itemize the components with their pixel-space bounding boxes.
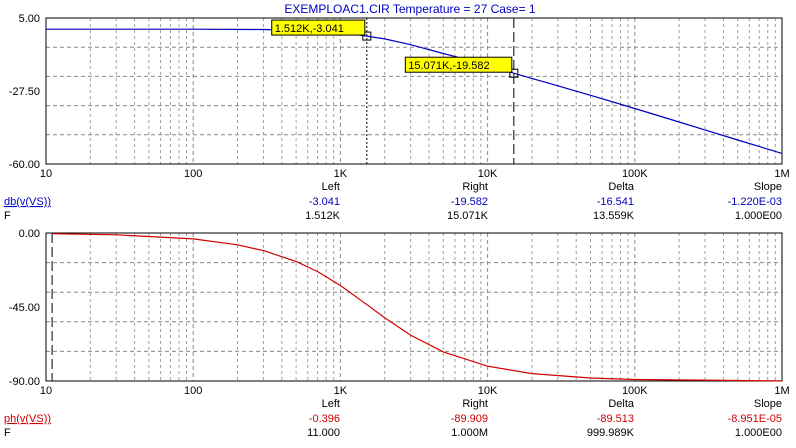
x-tick-label: 100: [184, 385, 202, 397]
x-tick-label: 1K: [334, 168, 348, 180]
readout-value: -89.513: [597, 413, 634, 425]
readout-value: 1.512K: [305, 210, 341, 222]
phase-readout: Left Right Delta Slope ph(v(VS)) -0.396 -89.90…: [4, 398, 782, 439]
readout-header: Left: [322, 398, 340, 410]
readout-frequency-label: F: [4, 427, 11, 439]
y-tick-label: 5.00: [19, 13, 40, 25]
phase-plot[interactable]: 10 100 1K 10K 100K 1M 0.00 -45.00 -90.00: [9, 228, 790, 397]
y-tick-label: -60.00: [9, 159, 40, 171]
readout-value: 1.000E00: [735, 427, 782, 439]
y-tick-label: -27.50: [9, 86, 40, 98]
x-tick-label: 10: [40, 385, 52, 397]
x-tick-label: 1M: [774, 385, 789, 397]
readout-header: Right: [462, 398, 488, 410]
readout-value: -16.541: [597, 196, 634, 208]
cursor-marker: [362, 31, 372, 41]
x-tick-label: 10K: [478, 385, 498, 397]
y-tick-label: 0.00: [19, 228, 40, 240]
readout-value: 999.989K: [587, 427, 635, 439]
plot-title: EXEMPLOAC1.CIR Temperature = 27 Case= 1: [284, 2, 536, 16]
readout-value: -89.909: [451, 413, 488, 425]
x-tick-label: 100K: [622, 168, 648, 180]
readout-header: Slope: [754, 398, 782, 410]
readout-value: -3.041: [309, 196, 340, 208]
readout-value: -1.220E-03: [728, 196, 782, 208]
cursor-label-box: [271, 19, 366, 36]
readout-trace-label: ph(v(VS)): [4, 413, 51, 425]
readout-header: Delta: [608, 398, 635, 410]
readout-header: Right: [462, 181, 488, 193]
x-tick-label: 10K: [478, 168, 498, 180]
readout-value: 1.000M: [451, 427, 488, 439]
readout-frequency-label: F: [4, 210, 11, 222]
readout-value: -19.582: [451, 196, 488, 208]
readout-value: 15.071K: [447, 210, 489, 222]
series-line: [52, 233, 783, 382]
readout-header: Delta: [608, 181, 635, 193]
x-tick-label: 100K: [622, 385, 648, 397]
readout-value: 11.000: [307, 427, 340, 439]
magnitude-plot[interactable]: 10 100 1K 10K 100K 1M 5.00 -27.50 -60.00 1.512K,-…: [9, 13, 790, 180]
readout-header: Left: [322, 181, 340, 193]
readout-value: -0.396: [309, 413, 340, 425]
x-tick-label: 100: [184, 168, 202, 180]
readout-value: 13.559K: [593, 210, 635, 222]
plot-frame: [45, 232, 783, 382]
plot-frame: [45, 17, 783, 165]
readout-value: -8.951E-05: [728, 413, 782, 425]
cursor-label: 15.071K,-19.582: [408, 60, 489, 72]
x-tick-label: 1M: [774, 168, 789, 180]
cursor-label-box: [404, 56, 513, 73]
readout-trace-label: db(v(VS)): [4, 196, 51, 208]
cursor-marker: [509, 68, 519, 78]
magnitude-readout: Left Right Delta Slope db(v(VS)) -3.041 -19.58…: [4, 181, 782, 222]
y-tick-label: -45.00: [9, 302, 40, 314]
x-tick-label: 1K: [334, 385, 348, 397]
readout-header: Slope: [754, 181, 782, 193]
y-tick-label: -90.00: [9, 376, 40, 388]
readout-value: 1.000E00: [735, 210, 782, 222]
cursor-label: 1.512K,-3.041: [275, 23, 344, 35]
x-tick-label: 10: [40, 168, 52, 180]
